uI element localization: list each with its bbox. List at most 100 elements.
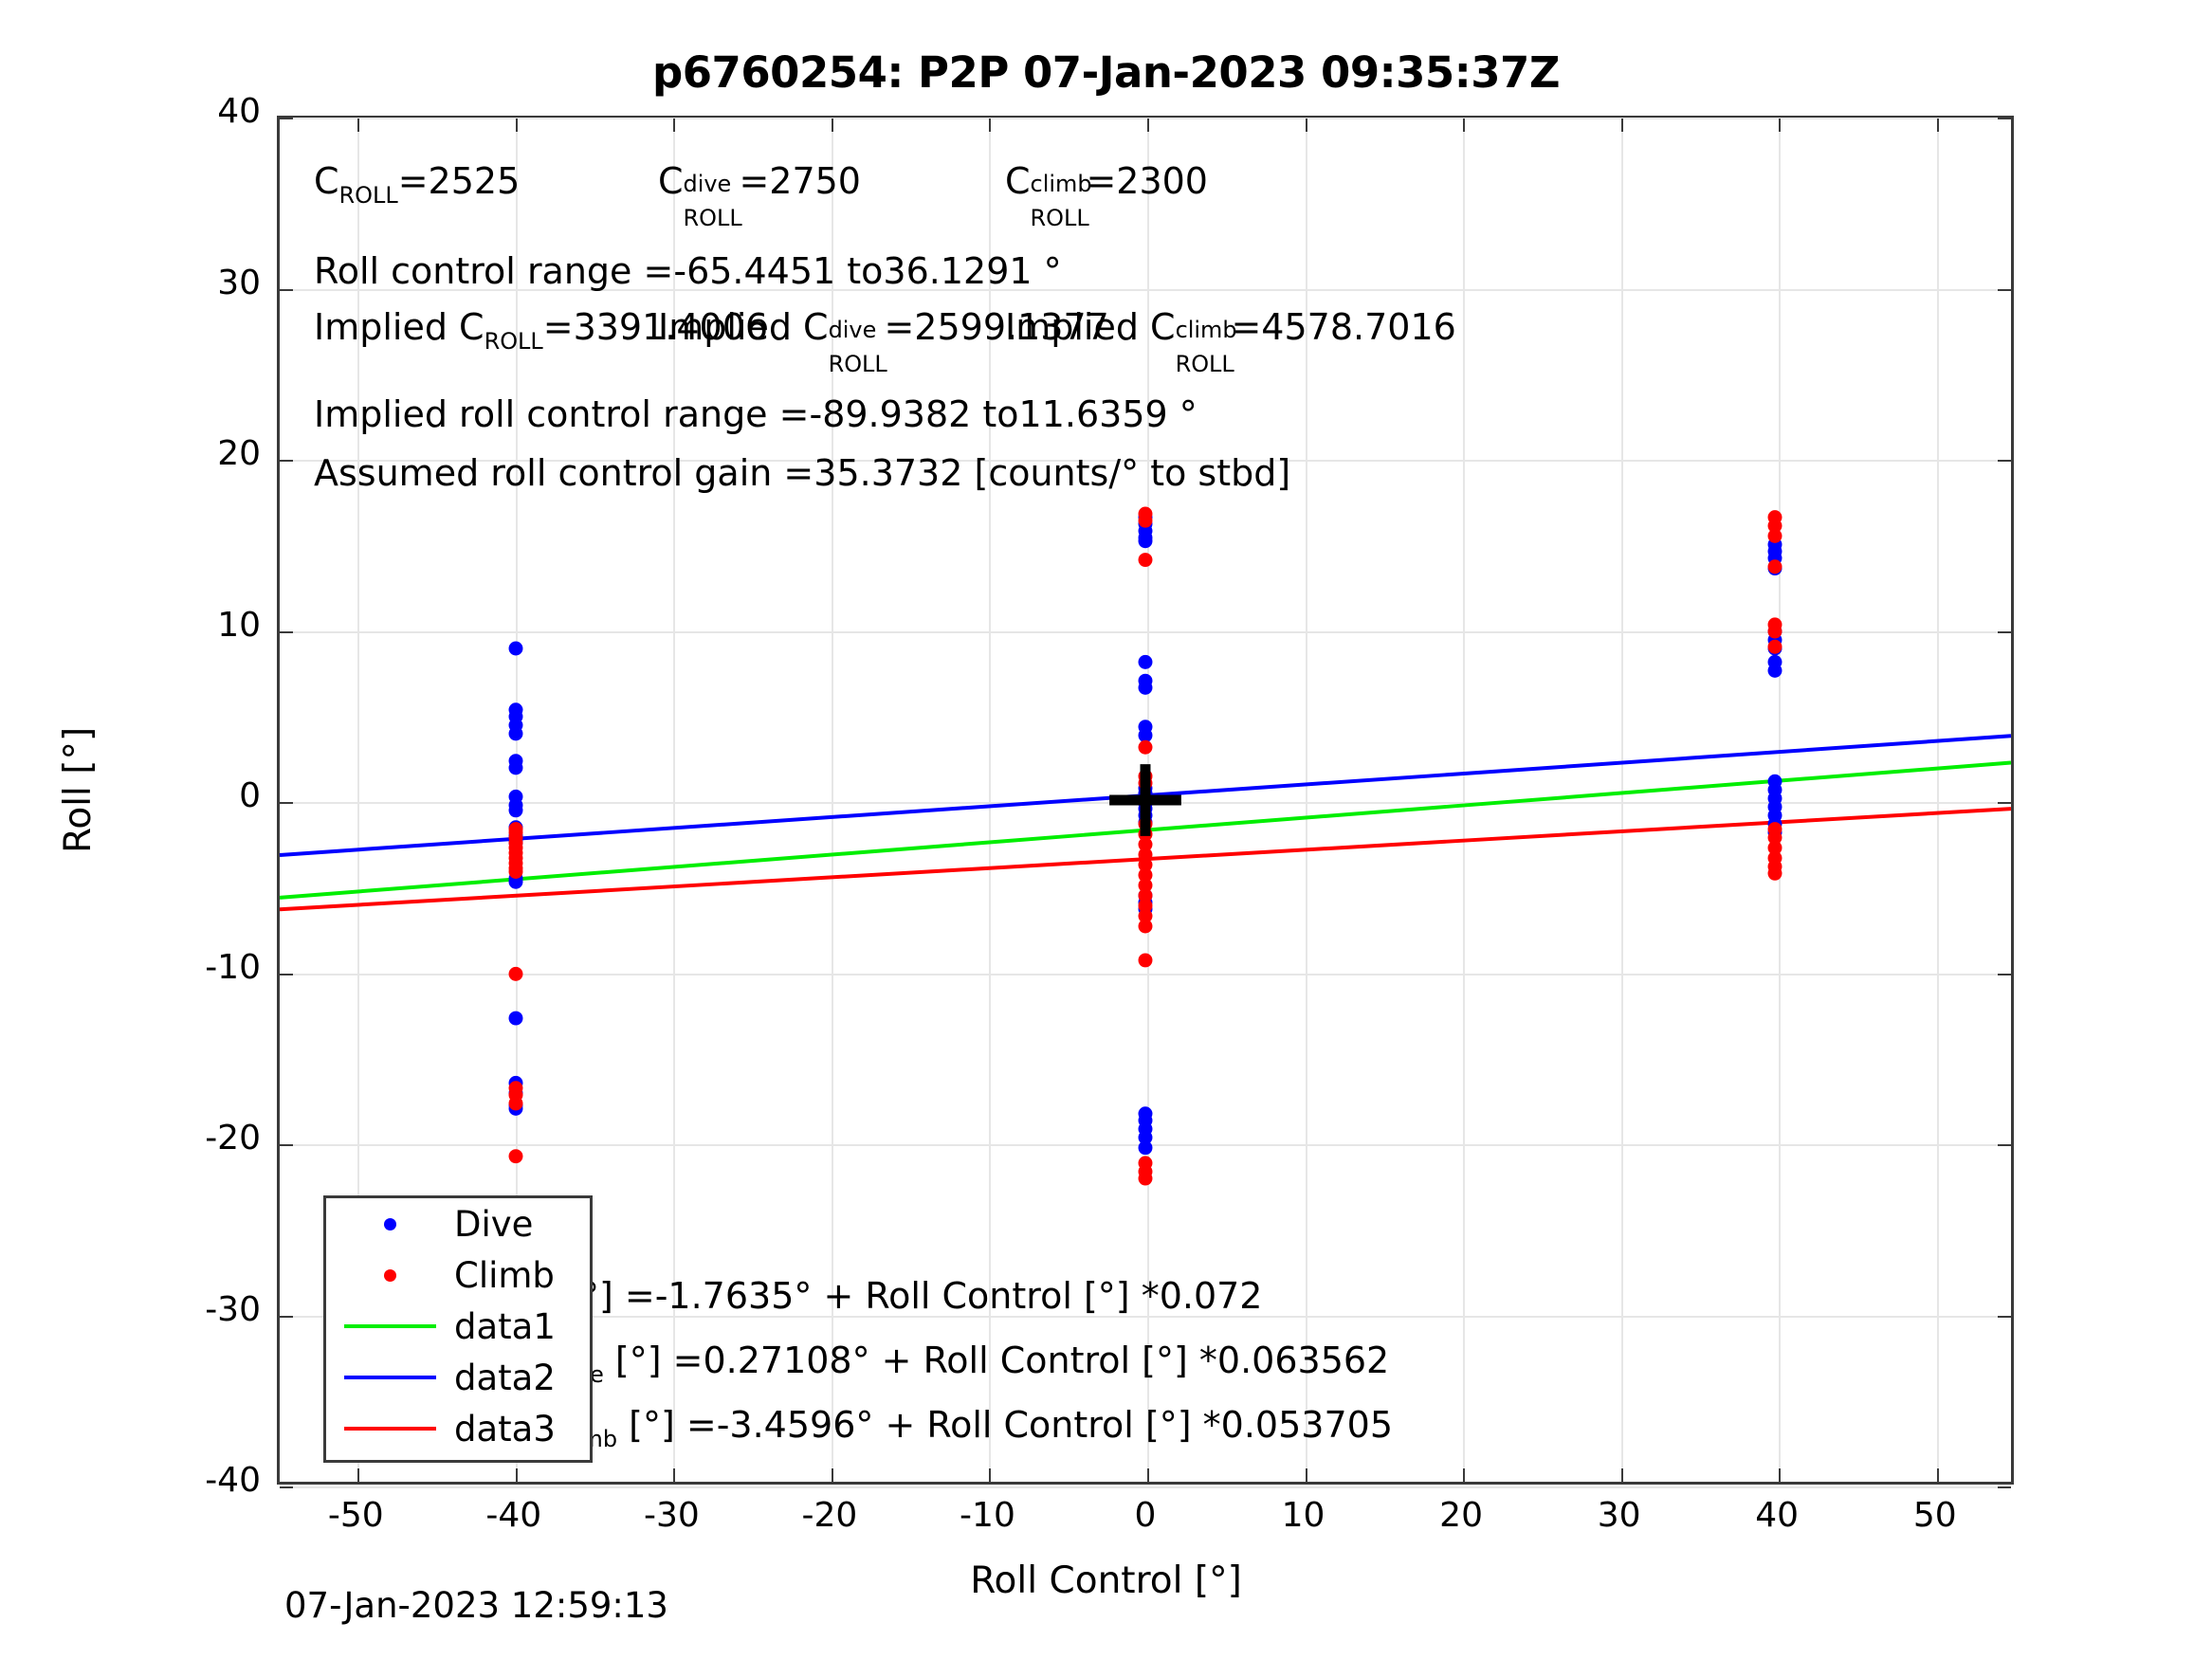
y-tick <box>280 1144 293 1146</box>
legend-item-climb[interactable]: Climb <box>326 1249 590 1301</box>
y-tick <box>280 1486 293 1488</box>
y-tick <box>280 1315 293 1318</box>
legend-swatch <box>384 1217 396 1231</box>
legend-swatch <box>344 1324 436 1328</box>
legend[interactable]: Dive Climb data1 data2 data3 <box>323 1195 593 1463</box>
legend-line-icon <box>326 1376 454 1379</box>
y-tick-label: 30 <box>217 263 261 302</box>
legend-swatch <box>384 1268 396 1282</box>
origin-cross-marker <box>1109 764 1181 836</box>
x-tick-label: -50 <box>327 1496 384 1535</box>
x-tick <box>357 1468 360 1482</box>
y-tick <box>1998 973 2011 975</box>
x-tick <box>515 118 518 132</box>
y-tick-label: 0 <box>239 776 261 815</box>
legend-item-data1[interactable]: data1 <box>326 1301 590 1352</box>
legend-item-dive[interactable]: Dive <box>326 1198 590 1249</box>
x-tick <box>1620 118 1623 132</box>
y-tick <box>1998 630 2011 633</box>
y-tick <box>280 630 293 633</box>
x-tick <box>831 118 833 132</box>
scatter-series-climb <box>508 506 1782 1186</box>
plot-canvas <box>279 506 2012 1186</box>
annotation-roll-control-range: Roll control range =-65.4451 to36.1291 ° <box>314 250 1062 292</box>
y-tick-label: 20 <box>217 434 261 473</box>
equation-roll-climb: Rollclimb [°] =-3.4596° + Roll Control [… <box>490 1404 1393 1450</box>
x-tick-label: -10 <box>960 1496 1015 1535</box>
x-tick-label: -20 <box>801 1496 858 1535</box>
x-tick <box>989 1468 992 1482</box>
equation-roll-all: Roll [°] =-1.7635° + Roll Control [°] *0… <box>490 1275 1263 1317</box>
y-tick-label: -30 <box>205 1289 261 1329</box>
x-tick <box>1305 1468 1307 1482</box>
gridline-vertical <box>1305 118 1307 1482</box>
x-axis-label: Roll Control [°] <box>970 1559 1242 1602</box>
legend-label: data2 <box>454 1357 556 1398</box>
gridline-horizontal <box>280 1315 2011 1318</box>
annotation-c-roll: CROLL=2525 <box>314 160 521 210</box>
x-tick <box>831 1468 833 1482</box>
legend-swatch <box>344 1376 436 1379</box>
legend-line-icon <box>326 1427 454 1431</box>
x-tick <box>1779 118 1782 132</box>
x-tick <box>357 118 360 132</box>
gridline-vertical <box>357 118 360 1482</box>
legend-marker-icon <box>326 1268 454 1282</box>
x-tick-label: -40 <box>485 1496 542 1535</box>
legend-label: data1 <box>454 1305 556 1347</box>
y-tick <box>1998 1144 2011 1146</box>
x-tick <box>1147 118 1149 132</box>
y-tick <box>1998 460 2011 462</box>
y-tick-label: -20 <box>205 1119 261 1158</box>
gridline-vertical <box>1620 118 1623 1482</box>
x-tick-label: 30 <box>1597 1496 1641 1535</box>
render-timestamp: 07-Jan-2023 12:59:13 <box>284 1585 668 1626</box>
y-tick <box>1998 802 2011 804</box>
y-tick-label: 10 <box>217 605 261 645</box>
gridline-horizontal <box>280 1486 2011 1488</box>
gridline-vertical <box>1936 118 1939 1482</box>
legend-label: Climb <box>454 1254 555 1296</box>
legend-item-data2[interactable]: data2 <box>326 1352 590 1403</box>
x-tick <box>673 1468 676 1482</box>
legend-line-icon <box>326 1324 454 1328</box>
x-tick-label: 10 <box>1281 1496 1325 1535</box>
gridline-vertical <box>1463 118 1466 1482</box>
gridline-vertical <box>831 118 833 1482</box>
annotation-implied-roll-control-range: Implied roll control range =-89.9382 to1… <box>314 393 1197 435</box>
x-tick <box>673 118 676 132</box>
y-tick <box>280 118 293 119</box>
y-tick <box>1998 118 2011 119</box>
y-tick <box>1998 288 2011 291</box>
y-axis-label: Roll [°] <box>57 726 100 853</box>
x-tick-label: 40 <box>1755 1496 1800 1535</box>
gridline-horizontal <box>280 288 2011 291</box>
legend-label: data3 <box>454 1408 556 1449</box>
y-tick <box>280 973 293 975</box>
x-tick <box>1779 1468 1782 1482</box>
x-tick <box>1147 1468 1149 1482</box>
x-tick <box>1463 1468 1466 1482</box>
x-tick-label: 0 <box>1134 1496 1157 1535</box>
x-tick <box>1463 118 1466 132</box>
x-tick <box>989 118 992 132</box>
legend-swatch <box>344 1427 436 1431</box>
annotation-implied-c-roll: Implied CROLL=3391.4006 <box>314 306 769 356</box>
y-tick <box>1998 1315 2011 1318</box>
y-tick <box>1998 1486 2011 1488</box>
legend-item-data3[interactable]: data3 <box>326 1403 590 1454</box>
y-tick-label: -40 <box>205 1461 261 1500</box>
y-tick <box>280 288 293 291</box>
gridline-horizontal <box>280 973 2011 975</box>
legend-marker-icon <box>326 1217 454 1231</box>
gridline-horizontal <box>280 118 2011 119</box>
x-tick <box>515 1468 518 1482</box>
y-tick <box>280 802 293 804</box>
x-tick <box>1305 118 1307 132</box>
